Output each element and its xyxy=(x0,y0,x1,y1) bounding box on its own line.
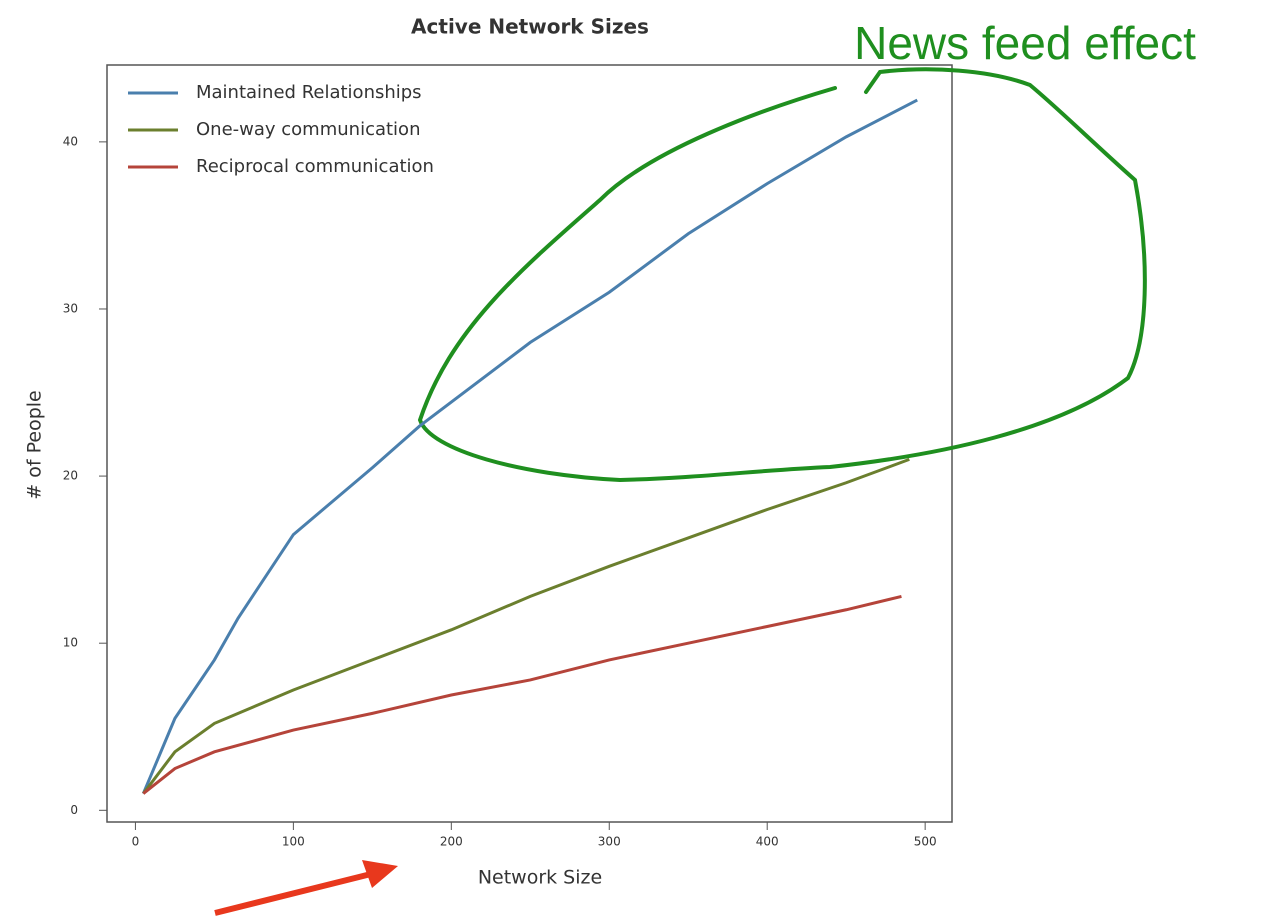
y-axis-label: # of People xyxy=(24,390,46,499)
x-tick-label: 400 xyxy=(756,835,779,849)
annotation: News feed effect xyxy=(854,17,1196,69)
x-tick-label: 100 xyxy=(282,835,305,849)
line xyxy=(142,594,902,795)
x-tick-label: 0 xyxy=(132,835,140,849)
y-tick-label: 10 xyxy=(63,636,78,650)
line xyxy=(142,457,910,795)
y-tick-label: 40 xyxy=(63,134,78,148)
x-tick-label: 200 xyxy=(440,835,463,849)
arrow-shaft xyxy=(214,870,376,916)
annotation-loop xyxy=(417,67,1147,483)
y-tick-label: 30 xyxy=(63,301,78,315)
x-tick-label: 500 xyxy=(914,835,937,849)
chart-title: Active Network Sizes xyxy=(411,15,649,39)
y-tick-label: 20 xyxy=(63,469,78,483)
x-tick-label: 300 xyxy=(598,835,621,849)
legend-label: One-way communication xyxy=(196,119,420,140)
x-axis-label: Network Size xyxy=(478,867,602,889)
legend-label: Reciprocal communication xyxy=(196,156,434,177)
plot-frame xyxy=(106,64,953,823)
legend-label: Maintained Relationships xyxy=(196,82,422,103)
arrow-head xyxy=(362,860,398,888)
y-tick-label: 0 xyxy=(70,803,78,817)
line xyxy=(141,98,918,795)
